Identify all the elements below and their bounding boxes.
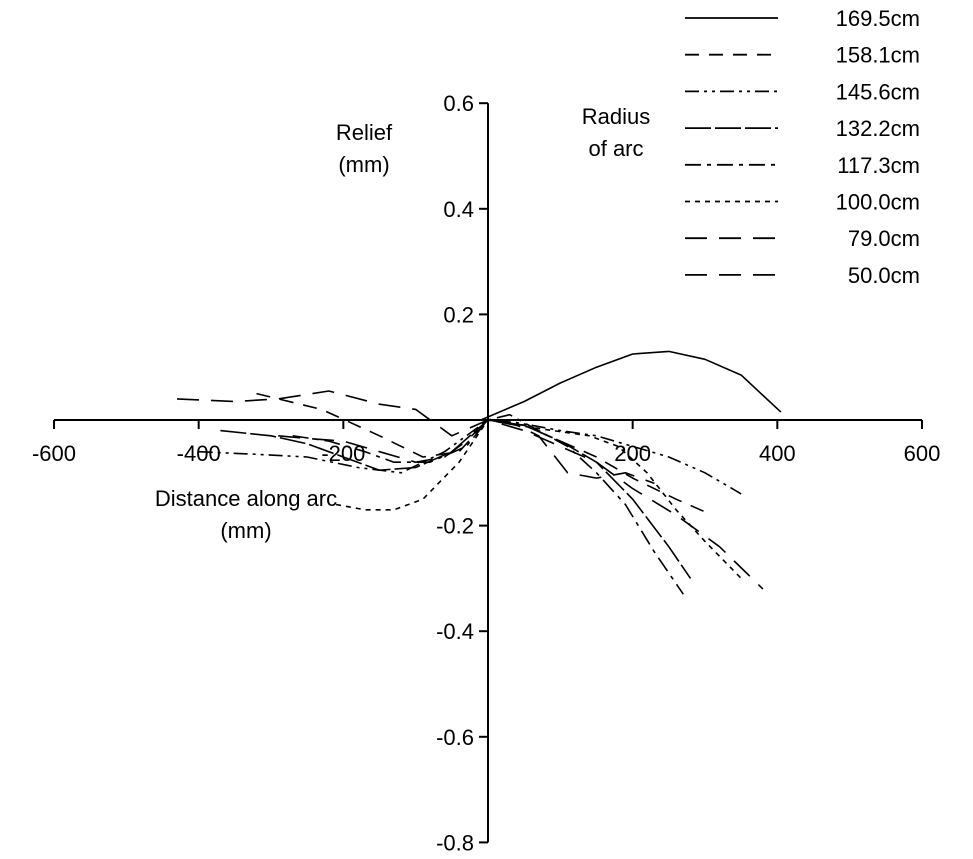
series-line-79-0cm (176, 390, 764, 590)
y-axis-label: Relief (336, 120, 393, 145)
y-tick-label: 0.6 (443, 91, 474, 116)
y-tick-label: -0.6 (436, 725, 474, 750)
y-axis-label: (mm) (338, 152, 389, 177)
series-layer (176, 350, 782, 595)
legend-label: 158.1cm (836, 43, 920, 68)
series-line-145-6cm (198, 419, 742, 495)
y-tick-label: -0.2 (436, 514, 474, 539)
legend-label: 79.0cm (848, 226, 920, 251)
y-tick-label: 0.4 (443, 197, 474, 222)
series-line-169-5cm (480, 350, 782, 421)
legend-label: 117.3cm (837, 153, 920, 178)
axes (54, 103, 922, 843)
x-axis-label: (mm) (220, 518, 271, 543)
legend-label: 100.0cm (836, 190, 920, 215)
y-tick-label: -0.4 (436, 619, 474, 644)
legend-title: of arc (588, 136, 643, 161)
legend-label: 169.5cm (836, 6, 920, 31)
series-line-117-3cm (292, 413, 684, 595)
legend: 169.5cm 158.1cm 145.6cm 132.2cm 117.3cm 100.0… (685, 6, 920, 288)
x-tick-label: -200 (321, 441, 365, 466)
x-axis-label: Distance along arc (155, 486, 337, 511)
series-line-132-2cm (220, 419, 692, 579)
x-tick-label: -600 (32, 441, 76, 466)
x-tick-label: 200 (614, 441, 651, 466)
series-line-100-0cm (335, 419, 742, 579)
legend-title: Radius (582, 104, 650, 129)
x-tick-label: -400 (177, 441, 221, 466)
labels-layer: Relief (mm) Distance along arc (mm) Radius of… (155, 104, 650, 543)
legend-label: 132.2cm (836, 116, 920, 141)
legend-label: 50.0cm (848, 263, 920, 288)
legend-label: 145.6cm (836, 79, 920, 104)
x-tick-label: 600 (904, 441, 941, 466)
ticks-layer: -600 -400 -200 200 400 600 0.6 0.4 0.2 -0.2 -0.4 -0… (32, 91, 940, 855)
x-tick-label: 400 (759, 441, 796, 466)
series-line-50-0cm (278, 419, 655, 485)
y-tick-label: 0.2 (443, 302, 474, 327)
y-tick-label: -0.8 (436, 830, 474, 855)
